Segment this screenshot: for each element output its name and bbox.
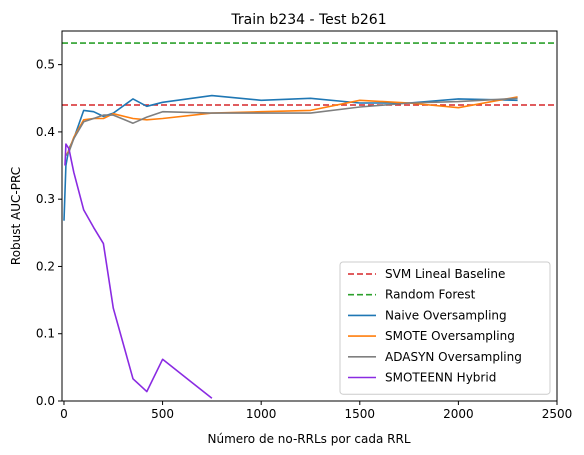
y-tick-label: 0.2 [36,259,55,273]
y-tick-label: 0.5 [36,58,55,72]
series-line-4 [64,143,213,399]
x-tick-label: 500 [151,407,174,421]
x-tick-label: 2000 [443,407,474,421]
x-tick-label: 0 [60,407,68,421]
chart-title: Train b234 - Test b261 [230,12,386,28]
legend-label: SMOTE Oversampling [385,329,515,343]
y-tick-label: 0.0 [36,394,55,408]
plot-area [62,42,557,399]
legend-label: SVM Lineal Baseline [385,267,505,281]
legend-label: SMOTEENN Hybrid [385,371,496,385]
legend: SVM Lineal Baseline Random Forest Naive Ov… [339,261,551,395]
x-tick-label: 1000 [246,407,277,421]
plot-frame [61,30,558,402]
legend-box [339,261,551,395]
series-line-1 [63,94,518,221]
axes: 0 500 1000 1500 2000 2500 0.0 0.1 0.2 0.3 0.4 0.5 [36,58,572,421]
legend-label: Naive Oversampling [385,308,507,322]
series-line-3 [65,97,518,157]
x-tick-label: 1500 [345,407,376,421]
x-tick-label: 2500 [542,407,573,421]
y-tick-label: 0.4 [36,125,55,139]
plot-marks [62,42,557,399]
y-tick-label: 0.1 [36,327,55,341]
legend-label: Random Forest [385,288,476,302]
x-axis-label: Número de no-RRLs por cada RRL [207,432,410,446]
legend-label: ADASYN Oversampling [385,350,522,364]
y-axis-label: Robust AUC-PRC [9,167,23,265]
series-line-2 [65,96,518,156]
y-tick-label: 0.3 [36,192,55,206]
